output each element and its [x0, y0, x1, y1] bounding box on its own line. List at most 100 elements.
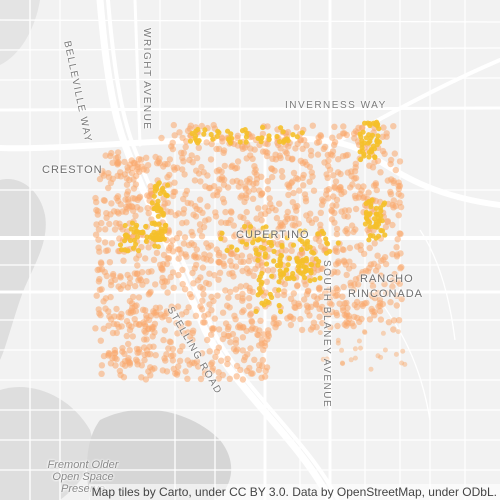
density-dot — [207, 242, 215, 249]
hotspot-dot — [327, 248, 333, 254]
density-dot — [350, 262, 357, 270]
density-dot — [240, 307, 247, 314]
density-dot — [293, 124, 300, 131]
hotspot-dot — [363, 135, 369, 141]
density-dot — [387, 299, 394, 306]
density-dot — [290, 290, 297, 297]
hotspot-dot — [226, 136, 232, 142]
density-dot — [222, 287, 229, 294]
density-dot — [240, 356, 248, 364]
density-dot — [230, 222, 237, 229]
fremont-older-park — [87, 409, 232, 500]
density-dot — [276, 200, 283, 207]
hotspot-dot — [298, 246, 304, 253]
hotspot-dot — [229, 244, 235, 250]
density-dot — [284, 181, 291, 188]
density-dot — [103, 272, 111, 280]
density-dot — [317, 133, 325, 140]
density-dot — [329, 152, 336, 159]
density-dot — [397, 265, 404, 272]
hotspot-dot — [303, 264, 309, 271]
hotspot-dot — [373, 235, 379, 241]
hotspot-dot — [262, 253, 268, 260]
density-dot — [182, 368, 189, 375]
density-dot — [128, 307, 135, 314]
density-dot — [105, 184, 112, 192]
density-dot — [262, 367, 269, 375]
density-dot — [344, 151, 351, 159]
density-dot — [316, 305, 323, 312]
density-dot — [121, 350, 128, 357]
density-dot — [110, 208, 118, 215]
density-dot — [123, 318, 131, 325]
density-dot — [247, 145, 254, 152]
density-dot — [266, 195, 273, 202]
hotspot-dot — [152, 188, 158, 194]
hotspot-dot — [279, 242, 285, 248]
density-dot — [307, 326, 315, 333]
density-dot — [296, 187, 303, 194]
density-dot — [190, 327, 197, 334]
density-dot — [143, 167, 150, 174]
density-dot — [335, 340, 341, 346]
hotspot-dot — [317, 275, 323, 281]
density-dot — [334, 322, 341, 330]
density-dot — [243, 367, 251, 374]
density-dot — [117, 201, 124, 208]
density-dot — [336, 300, 343, 307]
density-dot — [156, 304, 163, 311]
hotspot-dot — [374, 137, 380, 143]
hotspot-dot — [367, 121, 373, 127]
density-dot — [196, 206, 203, 214]
density-dot — [334, 169, 342, 176]
density-dot — [107, 360, 115, 367]
hotspot-dot — [261, 245, 267, 252]
density-dot — [108, 200, 115, 207]
hotspot-dot — [155, 213, 161, 219]
density-dot — [263, 152, 271, 160]
hotspot-dot — [130, 245, 137, 251]
density-dot — [350, 130, 358, 137]
density-dot — [95, 236, 102, 243]
density-dot — [314, 151, 322, 158]
density-dot — [159, 367, 166, 374]
density-dot — [355, 281, 362, 288]
density-dot — [390, 123, 397, 130]
hotspot-dot — [366, 154, 372, 160]
density-dot — [326, 300, 334, 307]
density-dot — [142, 376, 150, 383]
hotspot-dot — [123, 233, 129, 239]
hotspot-dot — [133, 241, 139, 247]
hotspot-dot — [323, 236, 329, 242]
density-dot — [200, 319, 207, 326]
hotspot-dot — [291, 276, 297, 282]
density-dot — [375, 353, 381, 359]
hotspot-dot — [278, 125, 284, 131]
density-dot — [389, 221, 396, 229]
density-dot — [207, 156, 215, 163]
density-dot — [126, 280, 133, 287]
density-dot — [250, 272, 257, 279]
hotspot-dot — [268, 233, 274, 239]
hotspot-dot — [239, 239, 245, 245]
hotspot-dot — [374, 142, 380, 148]
hotspot-dot — [134, 222, 140, 228]
density-dot — [330, 193, 337, 200]
density-dot — [380, 124, 387, 131]
density-dot — [340, 361, 346, 367]
density-dot — [248, 318, 256, 326]
hotspot-dot — [131, 237, 137, 243]
hotspot-dot — [193, 128, 199, 134]
density-dot — [106, 220, 113, 228]
density-dot — [330, 141, 338, 149]
density-dot — [101, 197, 108, 204]
density-dot — [119, 344, 126, 352]
density-dot — [252, 229, 260, 236]
density-dot — [194, 277, 202, 284]
density-dot — [274, 291, 281, 299]
density-dot — [232, 286, 240, 293]
density-dot — [196, 221, 204, 228]
hotspot-dot — [290, 242, 297, 248]
density-dot — [238, 252, 246, 259]
